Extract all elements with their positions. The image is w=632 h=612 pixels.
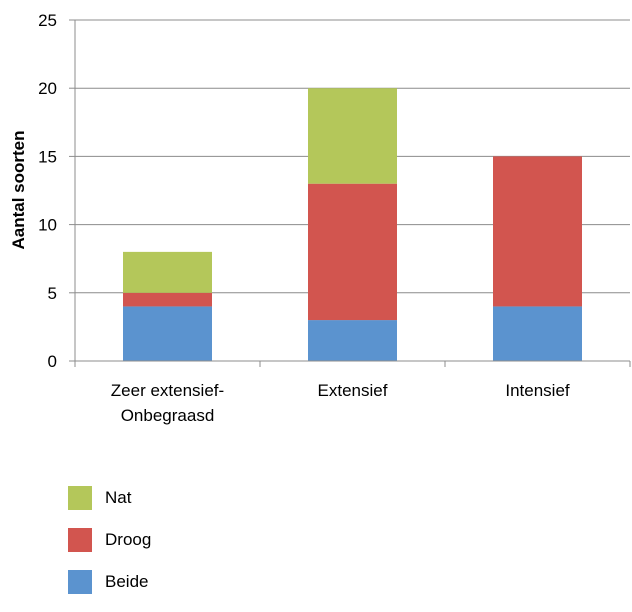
legend-swatch bbox=[68, 486, 92, 510]
y-axis-title: Aantal soorten bbox=[9, 130, 28, 249]
legend-label: Droog bbox=[105, 530, 152, 549]
legend: Nat Droog Beide bbox=[68, 486, 151, 612]
bars bbox=[123, 88, 582, 361]
legend-item-beide: Beide bbox=[68, 570, 151, 594]
y-tick-labels: 0 5 10 15 20 25 bbox=[38, 11, 57, 371]
axes bbox=[69, 19, 631, 367]
stacked-bar-chart: 0 5 10 15 20 25 Zeer extensief-Onbegraasd Exte… bbox=[9, 11, 631, 425]
y-tick-label: 15 bbox=[38, 147, 57, 166]
x-tick-label: Intensief bbox=[505, 381, 570, 400]
y-tick-label: 20 bbox=[38, 79, 57, 98]
legend-swatch bbox=[68, 528, 92, 552]
bar-beide-2 bbox=[308, 320, 397, 361]
bar-nat-1 bbox=[123, 251, 212, 293]
y-tick-label: 25 bbox=[38, 11, 57, 30]
x-tick-labels: Zeer extensief-Onbegraasd Extensief Intens… bbox=[111, 381, 570, 425]
legend-item-droog: Droog bbox=[68, 528, 151, 552]
legend-item-nat: Nat bbox=[68, 486, 151, 510]
y-tick-label: 5 bbox=[48, 284, 57, 303]
legend-label: Beide bbox=[105, 572, 149, 591]
legend-swatch bbox=[68, 570, 92, 594]
y-tick-label: 0 bbox=[48, 352, 57, 371]
bar-beide-3 bbox=[493, 306, 582, 361]
x-tick-label: Zeer extensief-Onbegraasd bbox=[111, 381, 224, 425]
bar-beide-1 bbox=[123, 306, 212, 361]
x-tick-label: Extensief bbox=[318, 381, 388, 400]
bar-droog-1 bbox=[123, 292, 212, 307]
legend-label: Nat bbox=[105, 488, 132, 507]
bar-droog-3 bbox=[493, 156, 582, 307]
bar-droog-2 bbox=[308, 183, 397, 321]
bar-nat-2 bbox=[308, 88, 397, 184]
y-tick-label: 10 bbox=[38, 216, 57, 235]
